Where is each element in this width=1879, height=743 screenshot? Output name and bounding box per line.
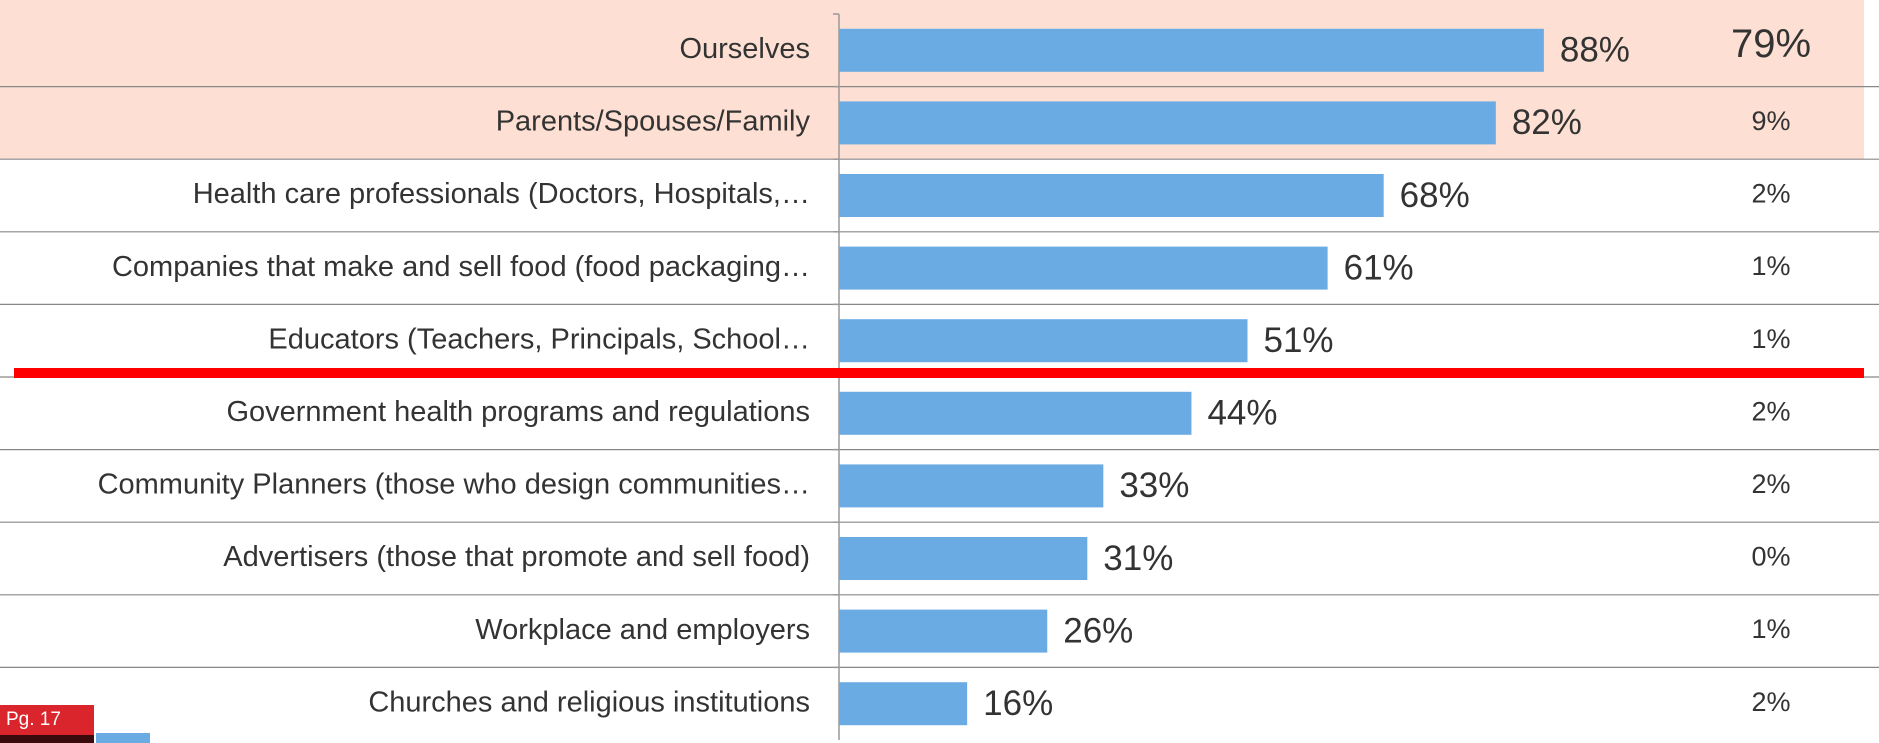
value-label: 82% — [1512, 103, 1582, 142]
bar — [839, 609, 1048, 653]
second-column-value: 2% — [1751, 396, 1790, 426]
second-column-value: 2% — [1751, 469, 1790, 499]
second-column-value: 1% — [1751, 251, 1790, 281]
value-label: 68% — [1400, 176, 1470, 215]
value-label: 31% — [1103, 539, 1173, 578]
value-label: 61% — [1344, 248, 1414, 287]
value-label: 26% — [1063, 611, 1133, 650]
bar — [839, 319, 1248, 363]
value-label: 88% — [1560, 31, 1630, 70]
second-column-value: 79% — [1731, 22, 1811, 66]
bar — [839, 464, 1104, 508]
bar — [839, 28, 1544, 72]
value-label: 51% — [1264, 321, 1334, 360]
category-label: Health care professionals (Doctors, Hosp… — [193, 178, 810, 210]
bar — [839, 246, 1328, 290]
second-column-value: 0% — [1751, 542, 1790, 572]
category-label: Companies that make and sell food (food … — [112, 251, 810, 283]
page-badge — [0, 705, 94, 735]
bar — [839, 174, 1384, 217]
value-label: 16% — [983, 684, 1053, 723]
category-label: Government health programs and regulatio… — [226, 396, 810, 428]
second-column-value: 1% — [1751, 614, 1790, 644]
page-label: Pg. 17 — [6, 709, 61, 730]
category-label: Ourselves — [679, 33, 810, 65]
category-label: Parents/Spouses/Family — [496, 106, 811, 138]
second-column-value: 9% — [1751, 106, 1790, 136]
bar — [839, 537, 1088, 580]
bar — [839, 682, 968, 726]
second-column-value: 2% — [1751, 179, 1790, 209]
category-label: Workplace and employers — [475, 614, 810, 646]
category-label: Community Planners (those who design com… — [98, 469, 810, 501]
second-column-value: 1% — [1751, 324, 1790, 354]
second-column-value: 2% — [1751, 687, 1790, 717]
badge-shadow — [0, 735, 94, 743]
bar — [839, 391, 1192, 435]
bar — [839, 101, 1496, 145]
value-label: 44% — [1207, 394, 1277, 433]
category-label: Educators (Teachers, Principals, School… — [268, 323, 810, 355]
value-label: 33% — [1119, 466, 1189, 505]
badge-accent — [96, 733, 150, 743]
category-label: Churches and religious institutions — [368, 686, 810, 718]
category-label: Advertisers (those that promote and sell… — [223, 541, 810, 573]
